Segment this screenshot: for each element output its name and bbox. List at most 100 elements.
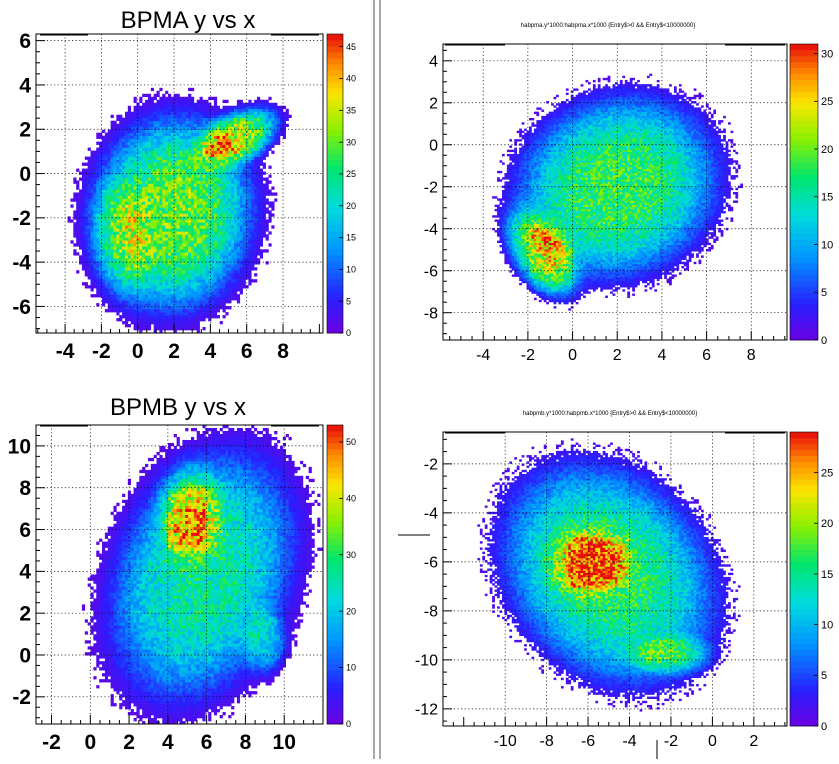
heatmap-cell	[165, 112, 168, 115]
heatmap-cell	[185, 264, 188, 267]
heatmap-cell	[82, 222, 85, 225]
heatmap-cell	[142, 315, 145, 318]
heatmap-cell	[111, 282, 114, 285]
heatmap-cell	[119, 303, 122, 306]
heatmap-cell	[257, 115, 260, 118]
heatmap-cell	[217, 282, 220, 285]
heatmap-cell	[220, 300, 223, 303]
heatmap-cell	[180, 255, 183, 258]
heatmap-cell	[99, 186, 102, 189]
heatmap-cell	[202, 249, 205, 252]
heatmap-cell	[125, 136, 128, 139]
heatmap-cell	[246, 130, 249, 133]
heatmap-cell	[220, 139, 223, 142]
heatmap-cell	[105, 142, 108, 145]
heatmap-cell	[205, 166, 208, 169]
heatmap-cell	[231, 157, 234, 160]
heatmap-cell	[93, 169, 96, 172]
heatmap-cell	[113, 249, 116, 252]
heatmap-cell	[220, 169, 223, 172]
heatmap-cell	[185, 249, 188, 252]
heatmap-cell	[208, 228, 211, 231]
heatmap-cell	[134, 178, 137, 181]
heatmap-cell	[139, 246, 142, 249]
heatmap-cell	[177, 324, 180, 327]
heatmap-cell	[231, 189, 234, 192]
heatmap-cell	[237, 154, 240, 157]
heatmap-cell	[248, 222, 251, 225]
heatmap-cell	[96, 258, 99, 261]
heatmap-cell	[122, 309, 125, 312]
heatmap-cell	[260, 145, 263, 148]
heatmap-cell	[79, 243, 82, 246]
heatmap-cell	[254, 109, 257, 112]
heatmap-cell	[125, 124, 128, 127]
heatmap-cell	[280, 112, 283, 115]
heatmap-cell	[180, 207, 183, 210]
heatmap-cell	[217, 219, 220, 222]
heatmap-cell	[243, 154, 246, 157]
heatmap-cell	[148, 154, 151, 157]
heatmap-cell	[76, 181, 79, 184]
heatmap-cell	[165, 115, 168, 118]
heatmap-cell	[228, 106, 231, 109]
heatmap-cell	[220, 234, 223, 237]
heatmap-cell	[220, 288, 223, 291]
heatmap-cell	[177, 109, 180, 112]
heatmap-cell	[254, 112, 257, 115]
heatmap-cell	[131, 273, 134, 276]
heatmap-cell	[257, 237, 260, 240]
heatmap-cell	[119, 243, 122, 246]
heatmap-cell	[223, 297, 226, 300]
heatmap-cell	[188, 204, 191, 207]
heatmap-cell	[125, 246, 128, 249]
heatmap-cell	[188, 249, 191, 252]
heatmap-cell	[180, 246, 183, 249]
heatmap-cell	[214, 163, 217, 166]
heatmap-cell	[197, 228, 200, 231]
heatmap-cell	[260, 219, 263, 222]
heatmap-cell	[257, 139, 260, 142]
heatmap-cell	[99, 285, 102, 288]
heatmap-cell	[171, 154, 174, 157]
heatmap-cell	[240, 288, 243, 291]
heatmap-cell	[168, 309, 171, 312]
heatmap-cell	[162, 264, 165, 267]
heatmap-cell	[200, 279, 203, 282]
heatmap-cell	[154, 264, 157, 267]
heatmap-cell	[188, 324, 191, 327]
heatmap-cell	[96, 270, 99, 273]
heatmap-cell	[202, 157, 205, 160]
heatmap-cell	[99, 133, 102, 136]
heatmap-cell	[82, 282, 85, 285]
heatmap-cell	[208, 201, 211, 204]
heatmap-cell	[208, 309, 211, 312]
heatmap-cell	[200, 234, 203, 237]
heatmap-cell	[257, 100, 260, 103]
heatmap-cell	[142, 231, 145, 234]
heatmap-cell	[251, 201, 254, 204]
heatmap-cell	[260, 181, 263, 184]
heatmap-cell	[200, 201, 203, 204]
heatmap-cell	[134, 318, 137, 321]
heatmap-cell	[119, 279, 122, 282]
heatmap-cell	[168, 270, 171, 273]
heatmap-cell	[99, 195, 102, 198]
heatmap-cell	[182, 261, 185, 264]
heatmap-cell	[162, 118, 165, 121]
heatmap-cell	[134, 121, 137, 124]
heatmap-cell	[159, 318, 162, 321]
heatmap-cell	[148, 273, 151, 276]
heatmap-cell	[96, 225, 99, 228]
heatmap-cell	[220, 136, 223, 139]
heatmap-cell	[180, 243, 183, 246]
heatmap-cell	[194, 270, 197, 273]
heatmap-cell	[131, 249, 134, 252]
heatmap-cell	[105, 148, 108, 151]
heatmap-cell	[162, 273, 165, 276]
heatmap-cell	[266, 222, 269, 225]
heatmap-cell	[116, 288, 119, 291]
heatmap-cell	[168, 327, 171, 330]
heatmap-cell	[162, 195, 165, 198]
heatmap-cell	[131, 288, 134, 291]
